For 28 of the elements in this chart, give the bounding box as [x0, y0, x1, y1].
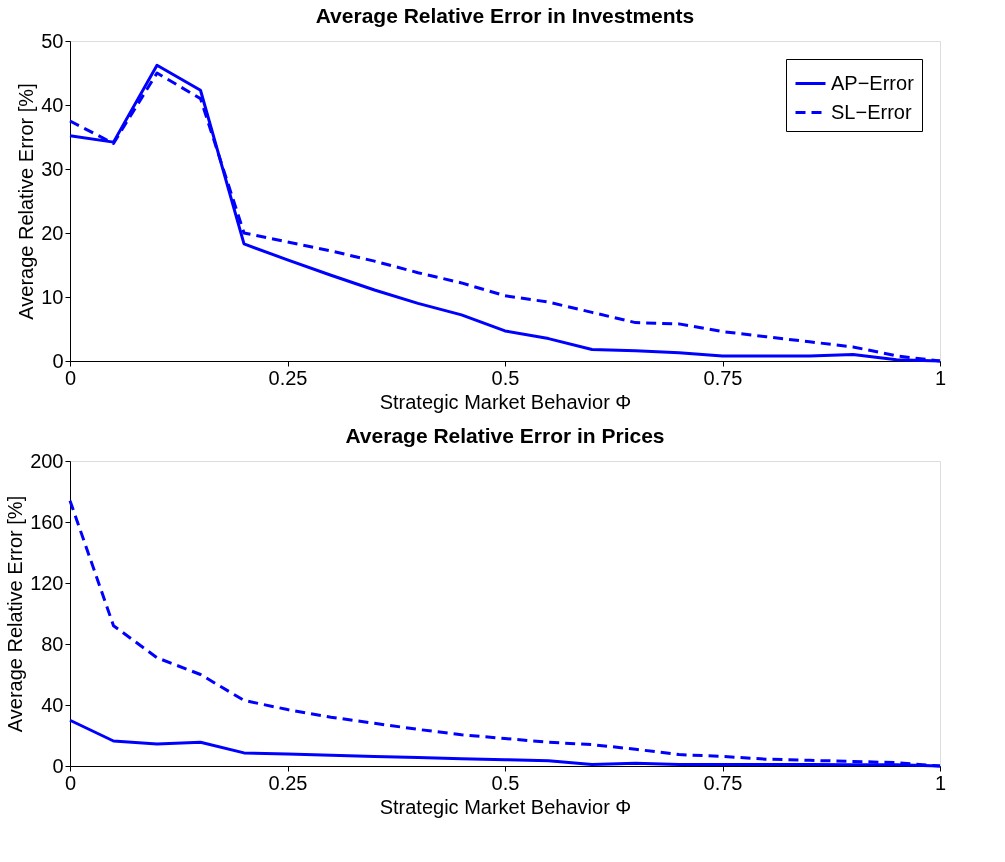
x-tick-label: 1 [934, 771, 947, 794]
x-tick-label: 0.75 [703, 771, 743, 794]
x-tick-label: 0.25 [268, 366, 308, 389]
chart-title: Average Relative Error in Investments [315, 4, 695, 27]
y-tick-label: 120 [30, 571, 64, 594]
x-tick-label: 0.75 [703, 366, 743, 389]
y-tick-label: 160 [30, 510, 64, 533]
y-tick-label: 0 [52, 349, 64, 372]
y-tick-label: 0 [52, 754, 64, 777]
y-axis-title: Average Relative Error [%] [4, 495, 27, 733]
legend-label: AP−Error [831, 71, 915, 94]
x-tick-label: 1 [934, 366, 947, 389]
x-tick-label: 0.5 [491, 771, 520, 794]
y-tick-label: 80 [41, 632, 64, 655]
y-axis-title: Average Relative Error [%] [15, 83, 38, 320]
y-tick-label: 20 [41, 221, 64, 244]
y-tick-label: 200 [30, 449, 64, 472]
y-tick-label: 40 [41, 693, 64, 716]
chart-title: Average Relative Error in Prices [345, 424, 665, 447]
x-tick-label: 0.25 [268, 771, 308, 794]
legend-label: SL−Error [831, 100, 912, 123]
x-axis-title: Strategic Market Behavior Φ [379, 390, 632, 413]
y-tick-label: 10 [41, 285, 64, 308]
y-tick-label: 40 [41, 93, 64, 116]
y-tick-label: 50 [41, 29, 64, 52]
x-axis-title: Strategic Market Behavior Φ [379, 795, 632, 818]
x-tick-label: 0.5 [491, 366, 520, 389]
y-tick-label: 30 [41, 157, 64, 180]
